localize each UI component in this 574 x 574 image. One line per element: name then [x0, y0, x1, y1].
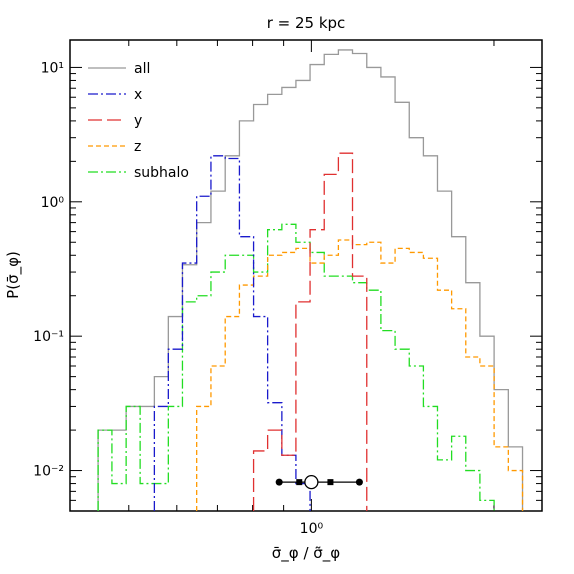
x-axis-label: σ̄_φ / σ̃_φ [272, 544, 340, 563]
series-x [153, 155, 311, 511]
plot-frame [69, 39, 543, 512]
y-tick-label: 10⁰ [41, 195, 65, 211]
legend-label-y: y [134, 113, 142, 129]
series-layer [97, 49, 524, 511]
legend-label-x: x [134, 87, 142, 103]
series-y [252, 152, 368, 511]
chart-title: r = 25 kpc [267, 14, 346, 32]
error-bar-center [304, 474, 319, 490]
error-bar-end [355, 478, 363, 486]
legend-label-z: z [134, 139, 141, 155]
legend: all xyz subhalo [88, 61, 189, 181]
y-tick-label: 10⁻² [33, 464, 64, 480]
series-all [97, 49, 524, 511]
axis-ticks: 10⁻² 10⁻¹ 10⁰ 10¹ 10⁰ [33, 40, 542, 537]
series-subhalo [97, 223, 495, 511]
y-tick-label: 10¹ [41, 60, 64, 76]
error-bar-marker [296, 479, 303, 486]
error-bar [275, 474, 363, 490]
legend-label-subhalo: subhalo [134, 165, 189, 181]
y-axis-label: P(σ̄_φ) [4, 251, 23, 299]
x-tick-label: 10⁰ [300, 521, 324, 537]
legend-label-all: all [134, 61, 150, 77]
series-z [196, 239, 524, 511]
y-tick-label: 10⁻¹ [33, 329, 64, 345]
error-bar-marker [327, 479, 334, 486]
error-bar-end [275, 478, 283, 486]
